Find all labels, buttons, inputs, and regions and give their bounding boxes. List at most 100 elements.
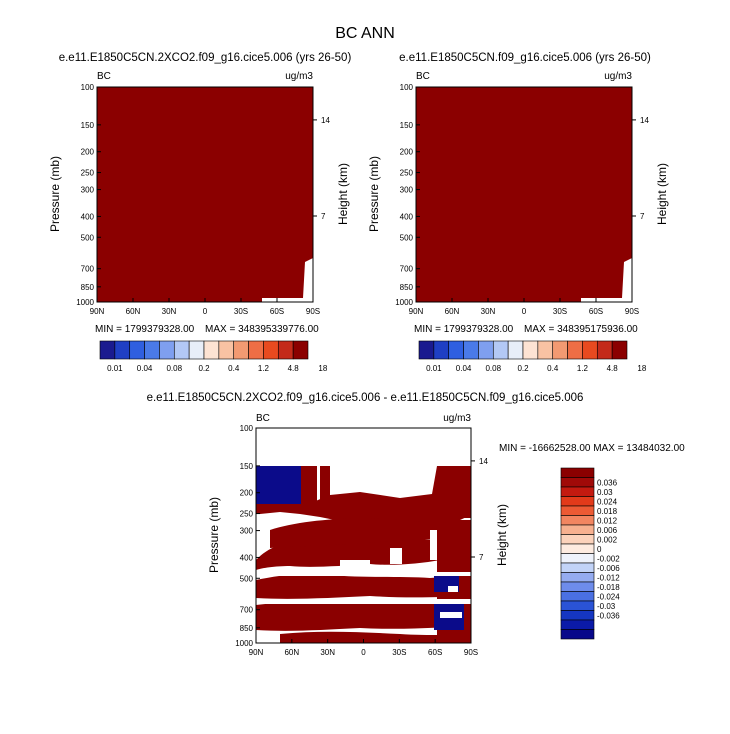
colorbar-swatch bbox=[507, 340, 524, 360]
x-tick-label: 0 bbox=[361, 648, 366, 657]
colorbar-swatch bbox=[292, 340, 309, 360]
colorbar-label: 0.4 bbox=[228, 364, 240, 373]
x-tick-label: 60N bbox=[445, 307, 460, 316]
y2-tick-label: 14 bbox=[479, 457, 488, 466]
y-tick-label: 300 bbox=[240, 527, 254, 536]
x-tick-label: 90N bbox=[90, 307, 105, 316]
panel-1-units: ug/m3 bbox=[285, 71, 313, 82]
panel-3-x-ticks: 90N 60N 30N 0 30S 60S 90S bbox=[249, 639, 478, 657]
y-tick-label: 850 bbox=[400, 283, 414, 292]
y-tick-label: 500 bbox=[400, 233, 414, 242]
panel-3-ylabel: Pressure (mb) bbox=[207, 497, 221, 573]
panel-2-colorbar: 0.01 0.04 0.08 0.2 0.4 1.2 4.8 18 bbox=[418, 340, 647, 373]
colorbar-label: 0.006 bbox=[597, 526, 618, 535]
x-tick-label: 90N bbox=[409, 307, 424, 316]
y-tick-label: 850 bbox=[240, 624, 254, 633]
colorbar-label: 0.036 bbox=[597, 478, 618, 487]
colorbar-swatch bbox=[560, 467, 595, 478]
colorbar-label: 0.012 bbox=[597, 516, 618, 525]
colorbar-label: 1.2 bbox=[258, 364, 270, 373]
colorbar-label: -0.018 bbox=[597, 583, 620, 592]
colorbar-swatch bbox=[596, 340, 613, 360]
y-tick-label: 1000 bbox=[76, 298, 94, 307]
colorbar-label: 0.04 bbox=[137, 364, 153, 373]
colorbar-swatch bbox=[492, 340, 509, 360]
colorbar-label: 0.002 bbox=[597, 535, 618, 544]
panel-3: e.e11.E1850C5CN.2XCO2.f09_g16.cice5.006 … bbox=[147, 392, 686, 657]
panel-1-blank-corner bbox=[262, 258, 313, 302]
colorbar-swatch bbox=[560, 562, 595, 573]
colorbar-swatch bbox=[218, 340, 235, 360]
panel-3-field bbox=[255, 427, 472, 644]
colorbar-swatch bbox=[537, 340, 554, 360]
y-tick-label: 150 bbox=[81, 121, 95, 130]
x-tick-label: 30S bbox=[392, 648, 406, 657]
page-title: BC ANN bbox=[335, 25, 395, 42]
y-tick-label: 200 bbox=[81, 148, 95, 157]
colorbar-swatch bbox=[560, 553, 595, 564]
x-tick-label: 60S bbox=[428, 648, 442, 657]
colorbar-swatch bbox=[560, 515, 595, 526]
colorbar-swatch bbox=[560, 591, 595, 602]
panel-3-left-label: BC bbox=[256, 413, 270, 424]
colorbar-swatch bbox=[203, 340, 220, 360]
panel-1-colorbar: 0.01 0.04 0.08 0.2 0.4 1.2 4.8 18 bbox=[99, 340, 328, 373]
y-tick-label: 250 bbox=[240, 510, 254, 519]
y2-tick-label: 7 bbox=[479, 553, 484, 562]
colorbar-swatch bbox=[233, 340, 249, 360]
colorbar-swatch bbox=[99, 340, 116, 360]
panel-2: e.e11.E1850C5CN.f09_g16.cice5.006 (yrs 2… bbox=[367, 52, 669, 373]
colorbar-label: -0.006 bbox=[597, 564, 620, 573]
y-tick-label: 500 bbox=[240, 574, 254, 583]
colorbar-swatch bbox=[173, 340, 190, 360]
colorbar-swatch bbox=[560, 505, 595, 516]
y-tick-label: 100 bbox=[400, 83, 414, 92]
x-tick-label: 60N bbox=[284, 648, 299, 657]
x-tick-label: 60N bbox=[126, 307, 141, 316]
panel-2-y2-ticks: 14 7 bbox=[632, 116, 649, 221]
x-tick-label: 0 bbox=[522, 307, 527, 316]
y-tick-label: 1000 bbox=[235, 639, 253, 648]
y-tick-label: 300 bbox=[400, 186, 414, 195]
colorbar-label: 0.01 bbox=[426, 364, 442, 373]
panel-2-min: MIN = 1799379328.00 bbox=[414, 324, 514, 335]
x-tick-label: 30S bbox=[553, 307, 567, 316]
colorbar-swatch bbox=[560, 629, 595, 640]
y-tick-label: 300 bbox=[81, 186, 95, 195]
panel-3-y-ticks: 100 150 200 250 300 400 500 700 850 1000 bbox=[235, 424, 260, 648]
colorbar-swatch bbox=[478, 340, 494, 360]
colorbar-swatch bbox=[114, 340, 131, 360]
colorbar-swatch bbox=[277, 340, 294, 360]
x-tick-label: 30S bbox=[234, 307, 248, 316]
colorbar-swatch bbox=[560, 543, 595, 554]
colorbar-swatch bbox=[159, 340, 175, 360]
colorbar-label: 1.2 bbox=[577, 364, 589, 373]
colorbar-label: 0.018 bbox=[597, 507, 618, 516]
panel-1-field bbox=[97, 87, 313, 302]
x-tick-label: 30N bbox=[481, 307, 496, 316]
y-tick-label: 150 bbox=[400, 121, 414, 130]
colorbar-swatch bbox=[560, 581, 595, 592]
panel-1: e.e11.E1850C5CN.2XCO2.f09_g16.cice5.006 … bbox=[48, 52, 351, 373]
x-tick-label: 60S bbox=[589, 307, 603, 316]
panel-2-blank-corner bbox=[581, 258, 632, 302]
colorbar-label: 0.08 bbox=[166, 364, 182, 373]
panel-1-y2label: Height (km) bbox=[336, 163, 350, 225]
panel-1-ylabel: Pressure (mb) bbox=[48, 156, 62, 232]
panel-3-y2label: Height (km) bbox=[495, 504, 509, 566]
y-tick-label: 200 bbox=[240, 489, 254, 498]
y-tick-label: 700 bbox=[240, 606, 254, 615]
colorbar-label: -0.012 bbox=[597, 573, 620, 582]
panel-2-field bbox=[416, 87, 632, 302]
panel-2-max: MAX = 348395175936.00 bbox=[524, 324, 638, 335]
panel-3-units: ug/m3 bbox=[443, 413, 471, 424]
colorbar-swatch bbox=[582, 340, 598, 360]
y2-tick-label: 14 bbox=[640, 116, 649, 125]
colorbar-swatch bbox=[552, 340, 568, 360]
panel-1-x-ticks: 90N 60N 30N 0 30S 60S 90S bbox=[90, 298, 320, 316]
y-tick-label: 500 bbox=[81, 233, 95, 242]
colorbar-swatch bbox=[560, 496, 595, 507]
colorbar-label: -0.024 bbox=[597, 592, 620, 601]
x-tick-label: 90S bbox=[625, 307, 639, 316]
